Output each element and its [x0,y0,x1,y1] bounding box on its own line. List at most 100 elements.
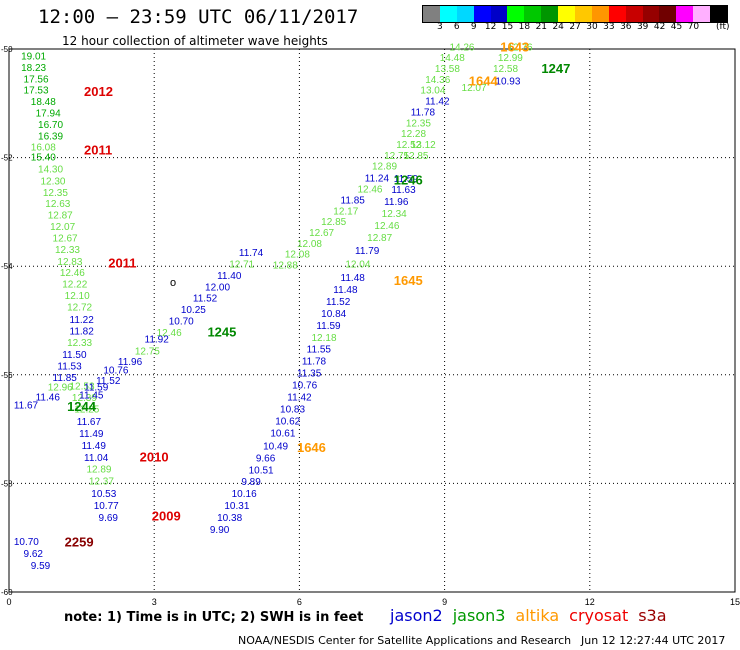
color-scale-label: 30 [586,22,598,32]
swh-value-label: 14.30 [38,164,63,175]
swh-value-label: 11.52 [96,376,121,387]
swh-value-label: 9.62 [24,549,44,560]
color-scale-labels: 3 6 9 12 15 18 21 24 27 30 33 36 39 42 45 70 [422,22,712,36]
swh-value-label: 12.22 [62,280,87,291]
swh-value-label: 11.63 [391,185,416,196]
swh-value-label: 10.38 [217,513,242,524]
color-scale-label: 39 [636,22,649,32]
swh-value-label: 16.39 [38,131,63,142]
swh-value-label: 12.53 [70,382,95,393]
swh-value-label: 11.48 [341,273,366,284]
pass-time-label: 1246 [394,172,423,187]
swh-value-label: 9.90 [210,525,230,536]
coastline-marker: o [170,277,176,289]
color-swatch [625,6,643,22]
swh-value-label: 12.75 [135,346,160,357]
swh-value-label: 12.28 [401,129,426,140]
swh-value-label: 16.70 [38,120,63,131]
swh-value-label: 11.85 [341,195,366,206]
swh-value-label: 12.17 [333,206,358,217]
swh-value-label: 12.52 [396,140,421,151]
swh-value-label: 10.76 [292,381,317,392]
swh-value-label: 12.71 [229,259,254,270]
swh-value-label: 11.53 [57,362,82,373]
swh-value-label: 12.35 [43,188,68,199]
x-tick-label: 15 [730,597,740,607]
color-scale-label: 70 [687,22,700,32]
swh-value-label: 12.89 [86,465,111,476]
swh-value-label: 12.75 [384,151,409,162]
swh-value-label: 10.70 [14,537,39,548]
footer-credit: NOAA/NESDIS Center for Satellite Applica… [238,634,572,647]
swh-value-label: 12.18 [312,333,337,344]
color-scale-label: 12 [484,22,497,32]
color-scale-label: 21 [535,22,548,32]
color-scale-label: 45 [670,22,683,32]
swh-value-label: 10.83 [280,404,305,415]
color-scale-label: 18 [518,22,531,32]
swh-value-label: 10.51 [249,465,274,476]
swh-value-label: 11.50 [62,350,87,361]
swh-value-label: 12.83 [57,257,82,268]
color-swatch [693,6,711,22]
swh-value-label: 11.49 [79,429,104,440]
color-swatch [642,6,660,22]
axis-ticks: 0 3 6 9 12 15 -50 -52 -54 -56 -58 -60 [1,45,740,607]
swh-value-label: 11.96 [118,357,143,368]
swh-value-label: 12.58 [493,64,518,75]
swh-value-label: 11.59 [394,174,419,185]
color-swatch [591,6,609,22]
swh-value-label: 10.49 [263,441,288,452]
swh-value-label: 12.67 [309,228,334,239]
color-scale-label: 24 [552,22,564,32]
swh-value-label: 11.92 [145,334,170,345]
pass-time-label: 2010 [140,449,169,464]
color-scale-label: 6 [453,22,460,32]
swh-value-label: 11.78 [302,357,327,368]
swh-value-label: 11.67 [77,417,102,428]
swh-value-label: 12.85 [403,151,428,162]
swh-value-label: 11.79 [355,246,380,257]
grid-lines [9,49,735,592]
swh-value-label: 10.61 [270,428,295,439]
footer-timestamp: Jun 12 12:27:44 UTC 2017 [581,634,726,647]
swh-value-label: 11.55 [307,345,332,356]
swh-value-label: 18.23 [21,63,46,74]
color-swatch [541,6,559,22]
swh-value-label: 12.87 [48,211,73,222]
x-tick-label: 0 [6,597,11,607]
swh-value-label: 10.25 [181,305,206,316]
swh-value-label: 12.88 [273,261,298,272]
swh-value-label: 11.22 [70,315,95,326]
pass-time-label: 2259 [65,535,94,550]
swh-value-label: 12.33 [55,245,80,256]
swh-value-label: 11.78 [411,107,436,118]
legend-item-s3a: s3a [638,606,667,625]
swh-value-label: 11.67 [14,401,39,412]
x-tick-label: 6 [297,597,302,607]
pass-time-label: 1244 [67,399,97,414]
swh-value-label: 11.59 [84,383,109,394]
color-swatch [558,6,576,22]
color-scale-label: 9 [470,22,477,32]
swh-value-label: 12.10 [65,291,90,302]
swh-value-label: 14.48 [440,53,465,64]
x-tick-label: 12 [585,597,595,607]
swh-value-label: 10.31 [224,501,249,512]
y-tick-label: -56 [1,371,13,380]
swh-value-label: 12.37 [89,477,114,488]
swh-value-label: 11.35 [297,369,322,380]
swh-value-label: 12.35 [406,118,431,129]
swh-value-label: 12.04 [345,259,370,270]
swh-value-label: 9.89 [241,477,261,488]
pass-time-label: 1646 [297,440,326,455]
legend-item-cryosat: cryosat [569,606,629,625]
pass-time-label: 2011 [84,142,112,157]
color-swatch [507,6,525,22]
swh-value-label: 11.59 [316,321,341,332]
swh-value-label: 12.25 [74,404,99,415]
color-swatch [456,6,474,22]
swh-value-label: 11.04 [84,453,109,464]
color-scale-label: 3 [437,22,443,32]
swh-value-label: 12.07 [50,222,75,233]
